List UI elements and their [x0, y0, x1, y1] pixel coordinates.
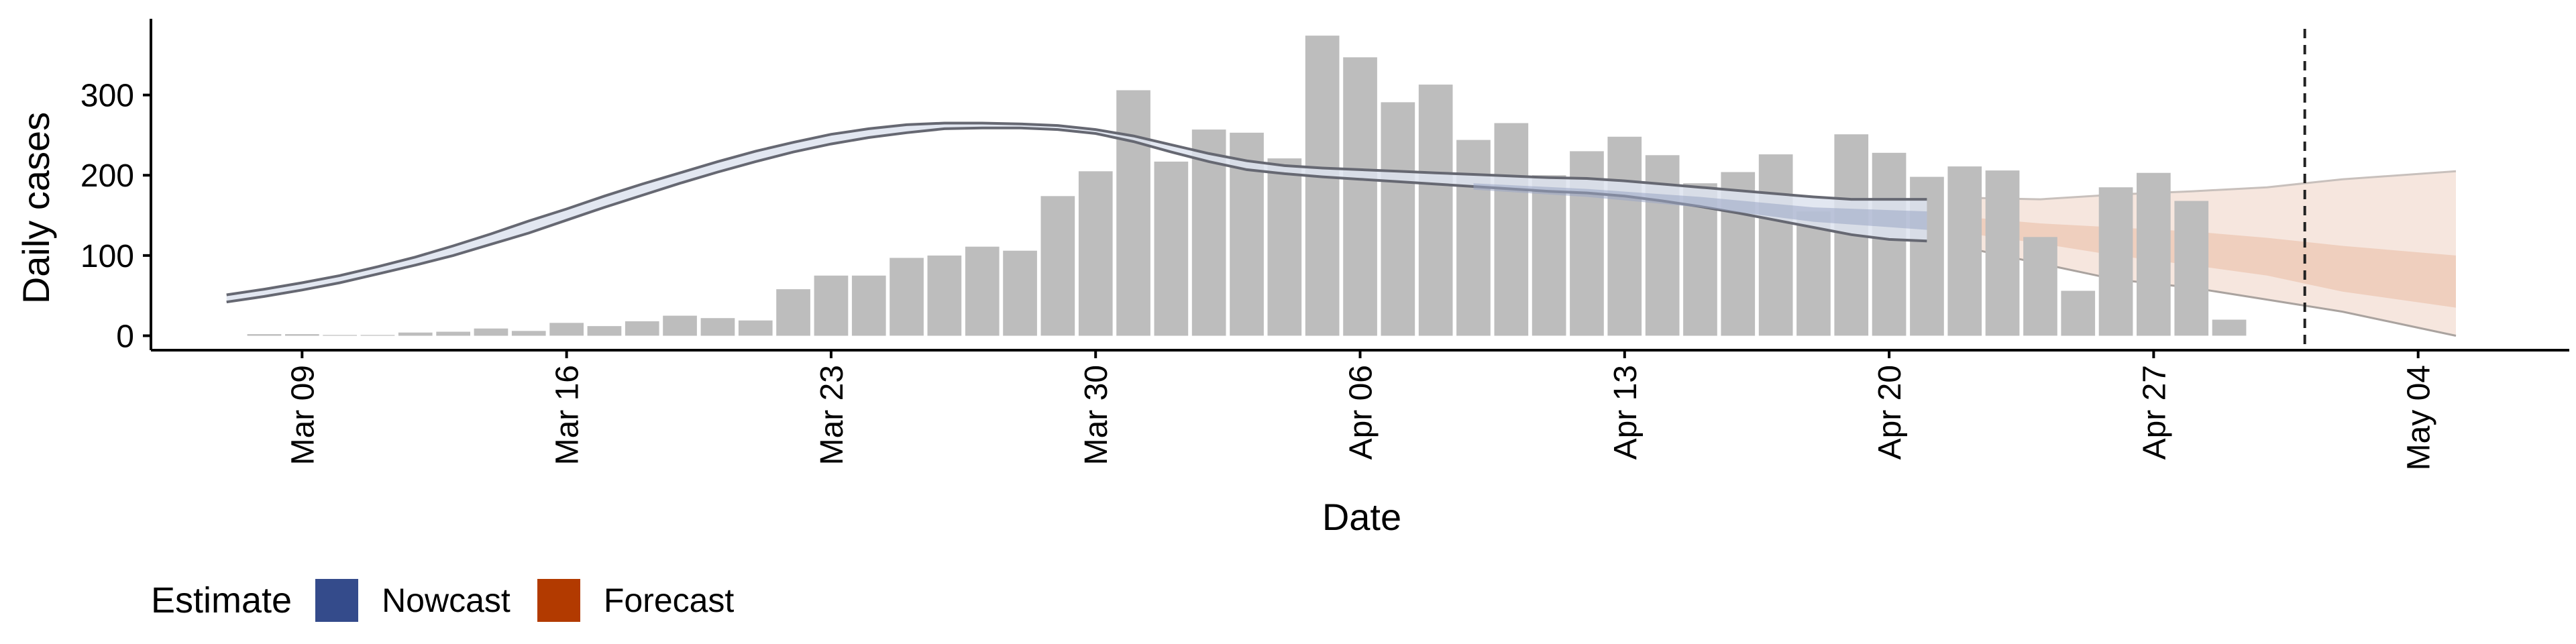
bar [1154, 161, 1189, 336]
nowcast-band [1473, 183, 1927, 230]
bar [814, 275, 849, 336]
bar [927, 255, 962, 336]
y-ticks: 0 100 200 300 [80, 78, 151, 354]
x-tick-label: May 04 [2402, 365, 2437, 470]
legend-label-nowcast: Nowcast [382, 582, 511, 619]
x-tick-label: Mar 16 [550, 365, 586, 465]
bar [436, 331, 470, 336]
forecast-bands [1964, 170, 2457, 337]
forecast-band-50 [1964, 217, 2456, 308]
y-axis-title: Daily cases [15, 112, 57, 304]
legend-label-forecast: Forecast [603, 582, 735, 619]
bar [1040, 196, 1075, 336]
x-axis-title: Date [1322, 496, 1401, 538]
bar [247, 334, 282, 336]
x-tick-label: Apr 06 [1344, 365, 1379, 460]
bar [2212, 319, 2247, 336]
estimate-upper-line [226, 121, 1927, 297]
bar [2174, 201, 2209, 336]
bar [1003, 250, 1037, 336]
legend-item-nowcast: Nowcast [315, 579, 511, 622]
x-tick-label: Mar 30 [1079, 365, 1114, 465]
bar [1267, 158, 1302, 336]
legend-item-forecast: Forecast [537, 579, 735, 622]
legend-key-nowcast [315, 579, 359, 622]
x-tick-label: Apr 13 [1608, 365, 1644, 460]
x-ticks: Mar 09 Mar 16 Mar 23 Mar 30 Apr 06 Apr 13 Apr … [285, 350, 2437, 470]
estimate-band-fill [226, 123, 1927, 303]
bar [549, 323, 584, 336]
bar [1418, 85, 1453, 336]
bar [663, 315, 697, 336]
bar [1381, 102, 1415, 336]
y-tick-label: 0 [116, 319, 134, 354]
forecast-upper-line [1964, 170, 2457, 201]
bar [1758, 154, 1793, 336]
bar [2098, 187, 2133, 336]
legend: Estimate Nowcast Forecast [151, 577, 761, 624]
bar [965, 246, 1000, 336]
bar [1494, 123, 1529, 336]
legend-title: Estimate [151, 580, 292, 621]
bar [511, 331, 546, 336]
bar [1607, 136, 1642, 336]
bar [398, 332, 433, 336]
nowcast-band-fill [1473, 183, 1927, 230]
bar [1796, 211, 1831, 336]
bar [776, 289, 810, 336]
bar [1872, 152, 1907, 336]
bar [2023, 237, 2057, 336]
bar [2137, 172, 2171, 336]
y-tick-label: 300 [80, 78, 134, 114]
x-tick-label: Apr 20 [1872, 365, 1908, 460]
bar [474, 328, 508, 336]
bar [890, 258, 924, 336]
bar [1947, 166, 1982, 336]
bar [625, 321, 659, 336]
legend-key-forecast [537, 579, 580, 622]
bar [851, 275, 886, 336]
bar [1078, 171, 1113, 336]
bar [1985, 170, 2020, 336]
bar [285, 334, 319, 336]
bar [587, 326, 622, 336]
y-tick-label: 200 [80, 158, 134, 194]
y-tick-label: 100 [80, 239, 134, 274]
x-tick-label: Apr 27 [2137, 365, 2172, 460]
bar [1343, 57, 1377, 336]
bar [1456, 140, 1491, 336]
bar [700, 318, 735, 336]
bar [738, 320, 773, 336]
bar [2061, 290, 2096, 336]
bars [247, 36, 2247, 336]
bar [1305, 36, 1340, 336]
x-tick-label: Mar 23 [814, 365, 850, 465]
x-tick-label: Mar 09 [285, 365, 321, 465]
bar [1532, 175, 1566, 336]
bar [1116, 90, 1150, 336]
